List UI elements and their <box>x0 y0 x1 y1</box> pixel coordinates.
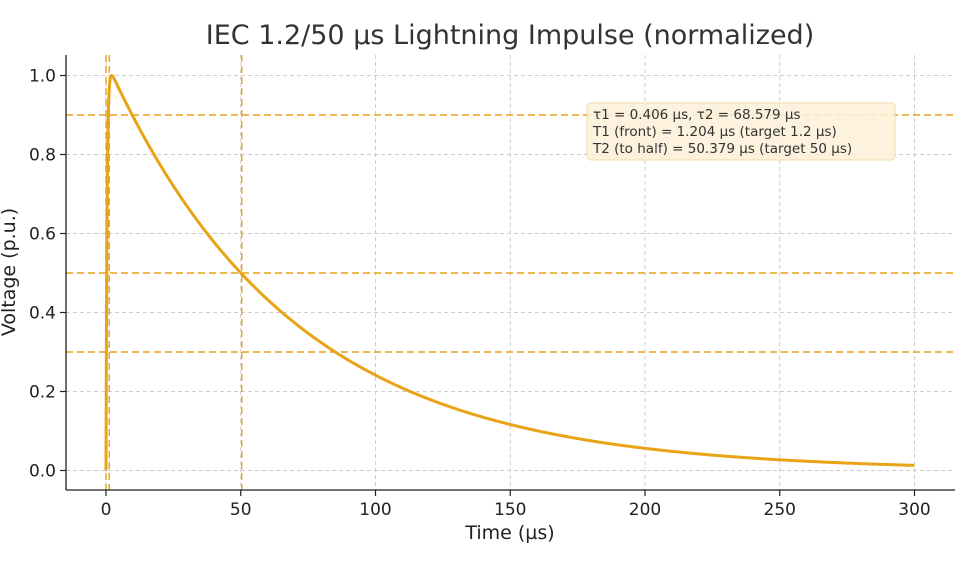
y-tick-label: 0.4 <box>29 304 56 324</box>
series-layer <box>104 74 915 472</box>
annotation-box: τ1 = 0.406 µs, τ2 = 68.579 µs T1 (front)… <box>586 102 896 161</box>
y-axis-label: Voltage (p.u.) <box>0 208 20 336</box>
y-tick-label: 1.0 <box>29 67 56 87</box>
x-axis-label: Time (µs) <box>464 522 554 544</box>
x-ticks: 0 50 100 150 200 250 300 <box>101 490 931 520</box>
y-tick-label: 0.6 <box>29 225 56 245</box>
annotation-line-3: T2 (to half) = 50.379 µs (target 50 µs) <box>592 141 852 157</box>
annotation-background <box>586 102 896 161</box>
x-tick-label: 100 <box>359 500 391 520</box>
annotation-line-1: τ1 = 0.406 µs, τ2 = 68.579 µs <box>593 107 801 123</box>
annotation-line-2: T1 (front) = 1.204 µs (target 1.2 µs) <box>592 124 837 140</box>
x-tick-label: 250 <box>764 500 796 520</box>
x-tick-label: 200 <box>629 500 661 520</box>
y-tick-label: 0.8 <box>29 146 56 166</box>
x-tick-label: 150 <box>494 500 526 520</box>
x-tick-label: 50 <box>230 500 252 520</box>
impulse-voltage-line <box>104 74 915 472</box>
y-ticks: 0.0 0.2 0.4 0.6 0.8 1.0 <box>29 67 66 482</box>
chart-title: IEC 1.2/50 µs Lightning Impulse (normali… <box>206 20 814 51</box>
x-tick-label: 0 <box>101 500 112 520</box>
y-tick-label: 0.0 <box>29 462 56 482</box>
y-tick-label: 0.2 <box>29 383 56 403</box>
x-tick-label: 300 <box>898 500 930 520</box>
